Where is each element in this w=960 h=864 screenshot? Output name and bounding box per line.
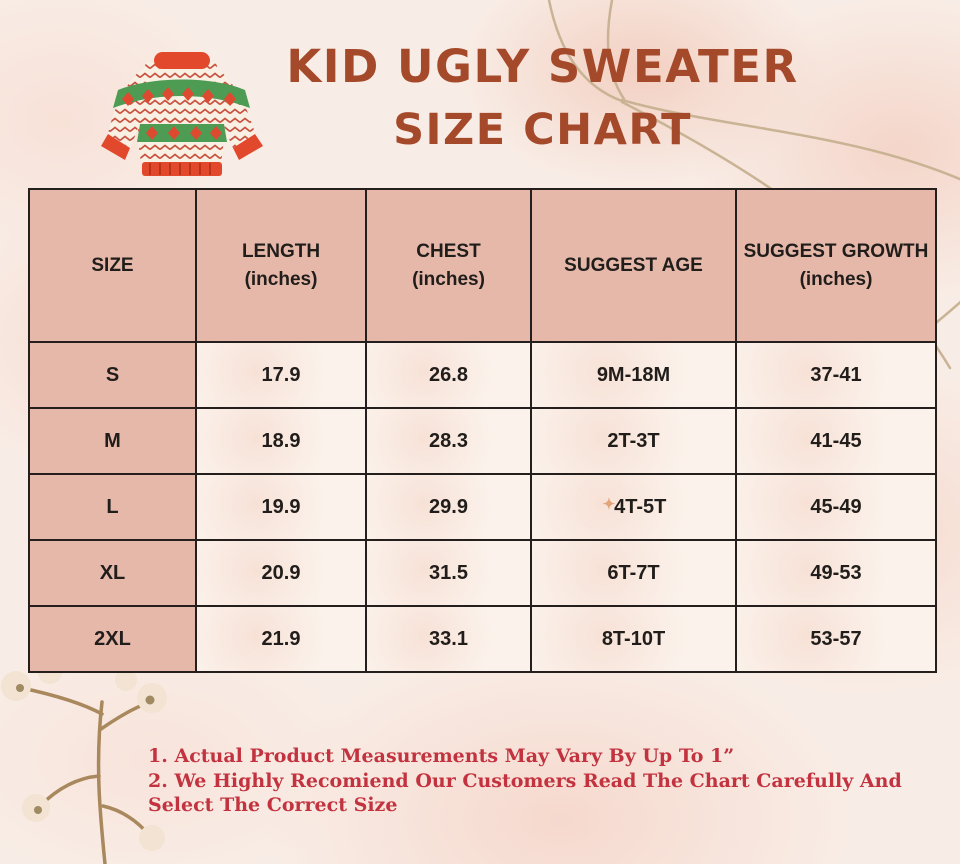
cell-size: XL (28, 539, 197, 607)
note-2: 2. We Highly Recomiend Our Customers Rea… (148, 770, 902, 816)
page-title-line-2: SIZE CHART (393, 105, 692, 155)
cell-length: 19.9 (195, 473, 367, 541)
cell-growth: 49-53 (735, 539, 937, 607)
header-label: SUGGEST AGE (564, 254, 703, 276)
cell-chest: 33.1 (365, 605, 532, 673)
header-sublabel: (inches) (412, 268, 485, 290)
cell-length: 21.9 (195, 605, 367, 673)
ugly-sweater-icon (101, 52, 263, 176)
table-row-m: M 18.9 28.3 2T-3T 41-45 (28, 407, 937, 475)
cell-chest: 29.9 (365, 473, 532, 541)
header-cell-length: LENGTH (inches) (195, 188, 367, 343)
cell-age: 8T-10T (530, 605, 737, 673)
cell-age-value: 4T-5T (614, 495, 667, 518)
cell-age: ✦4T-5T (530, 473, 737, 541)
cell-length: 20.9 (195, 539, 367, 607)
table-row-xl: XL 20.9 31.5 6T-7T 49-53 (28, 539, 937, 607)
footer-notes: 1. Actual Product Measurements May Vary … (148, 744, 950, 818)
cell-size: S (28, 341, 197, 409)
cell-chest: 31.5 (365, 539, 532, 607)
cell-length: 18.9 (195, 407, 367, 475)
page-title: KID UGLY SWEATER SIZE CHART (250, 44, 835, 152)
cell-length: 17.9 (195, 341, 367, 409)
cell-age: 2T-3T (530, 407, 737, 475)
table-header-row: SIZE LENGTH (inches) CHEST (inches) SUGG… (28, 188, 937, 343)
header-label: SUGGEST GROWTH (743, 240, 929, 262)
cell-chest: 28.3 (365, 407, 532, 475)
table-row-2xl: 2XL 21.9 33.1 8T-10T 53-57 (28, 605, 937, 673)
cell-size: M (28, 407, 197, 475)
header-sublabel: (inches) (244, 268, 318, 290)
cell-growth: 37-41 (735, 341, 937, 409)
table-row-s: S 17.9 26.8 9M-18M 37-41 (28, 341, 937, 409)
header-label: SIZE (91, 254, 134, 276)
header-cell-chest: CHEST (inches) (365, 188, 532, 343)
note-1: 1. Actual Product Measurements May Vary … (148, 745, 735, 767)
cell-size: 2XL (28, 605, 197, 673)
table-row-l: L 19.9 29.9 ✦4T-5T 45-49 (28, 473, 937, 541)
header-cell-size: SIZE (28, 188, 197, 343)
cell-growth: 45-49 (735, 473, 937, 541)
cell-age: 9M-18M (530, 341, 737, 409)
header-label: CHEST (416, 240, 481, 262)
cell-age: 6T-7T (530, 539, 737, 607)
page-title-line-1: KID UGLY SWEATER (286, 40, 799, 93)
cell-growth: 53-57 (735, 605, 937, 673)
header-label: LENGTH (241, 240, 321, 262)
cell-growth: 41-45 (735, 407, 937, 475)
header-cell-suggest-growth: SUGGEST GROWTH (inches) (735, 188, 937, 343)
header-cell-suggest-age: SUGGEST AGE (530, 188, 737, 343)
header-sublabel: (inches) (799, 268, 873, 290)
cell-size: L (28, 473, 197, 541)
sparkle-icon: ✦ (602, 495, 616, 513)
size-chart-table: SIZE LENGTH (inches) CHEST (inches) SUGG… (28, 188, 937, 673)
cell-chest: 26.8 (365, 341, 532, 409)
